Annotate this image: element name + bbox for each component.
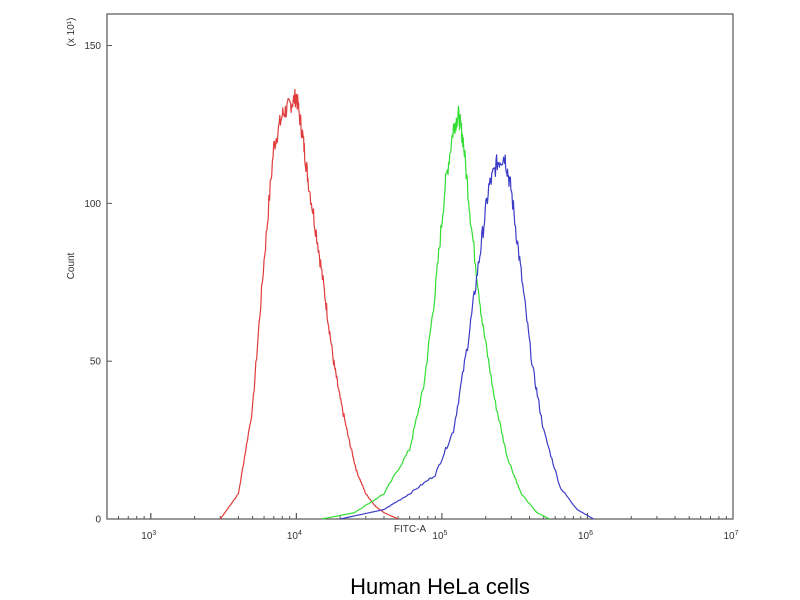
series-line-2 xyxy=(321,105,550,520)
x-axis-label: FITC-A xyxy=(394,524,427,535)
x-tick-label: 104 xyxy=(287,530,302,542)
y-axis-multiplier: (x 10¹) xyxy=(66,18,77,47)
plot-frame xyxy=(106,13,734,520)
y-tick-label: 150 xyxy=(84,41,101,52)
series-line-3 xyxy=(340,154,594,520)
y-tick-label: 0 xyxy=(95,515,101,526)
x-tick-label: 106 xyxy=(578,530,593,542)
y-axis: 0 50 100 150 xyxy=(84,41,112,526)
series-line-1 xyxy=(219,88,399,520)
x-tick-label: 105 xyxy=(432,530,447,542)
x-tick-label: 103 xyxy=(141,530,156,542)
series-layer xyxy=(219,88,594,520)
x-tick-label: 107 xyxy=(723,530,738,542)
y-tick-label: 100 xyxy=(84,199,101,210)
y-tick-label: 50 xyxy=(90,357,102,368)
y-axis-label: Count xyxy=(66,252,77,279)
chart-caption: Human HeLa cells xyxy=(350,574,530,599)
